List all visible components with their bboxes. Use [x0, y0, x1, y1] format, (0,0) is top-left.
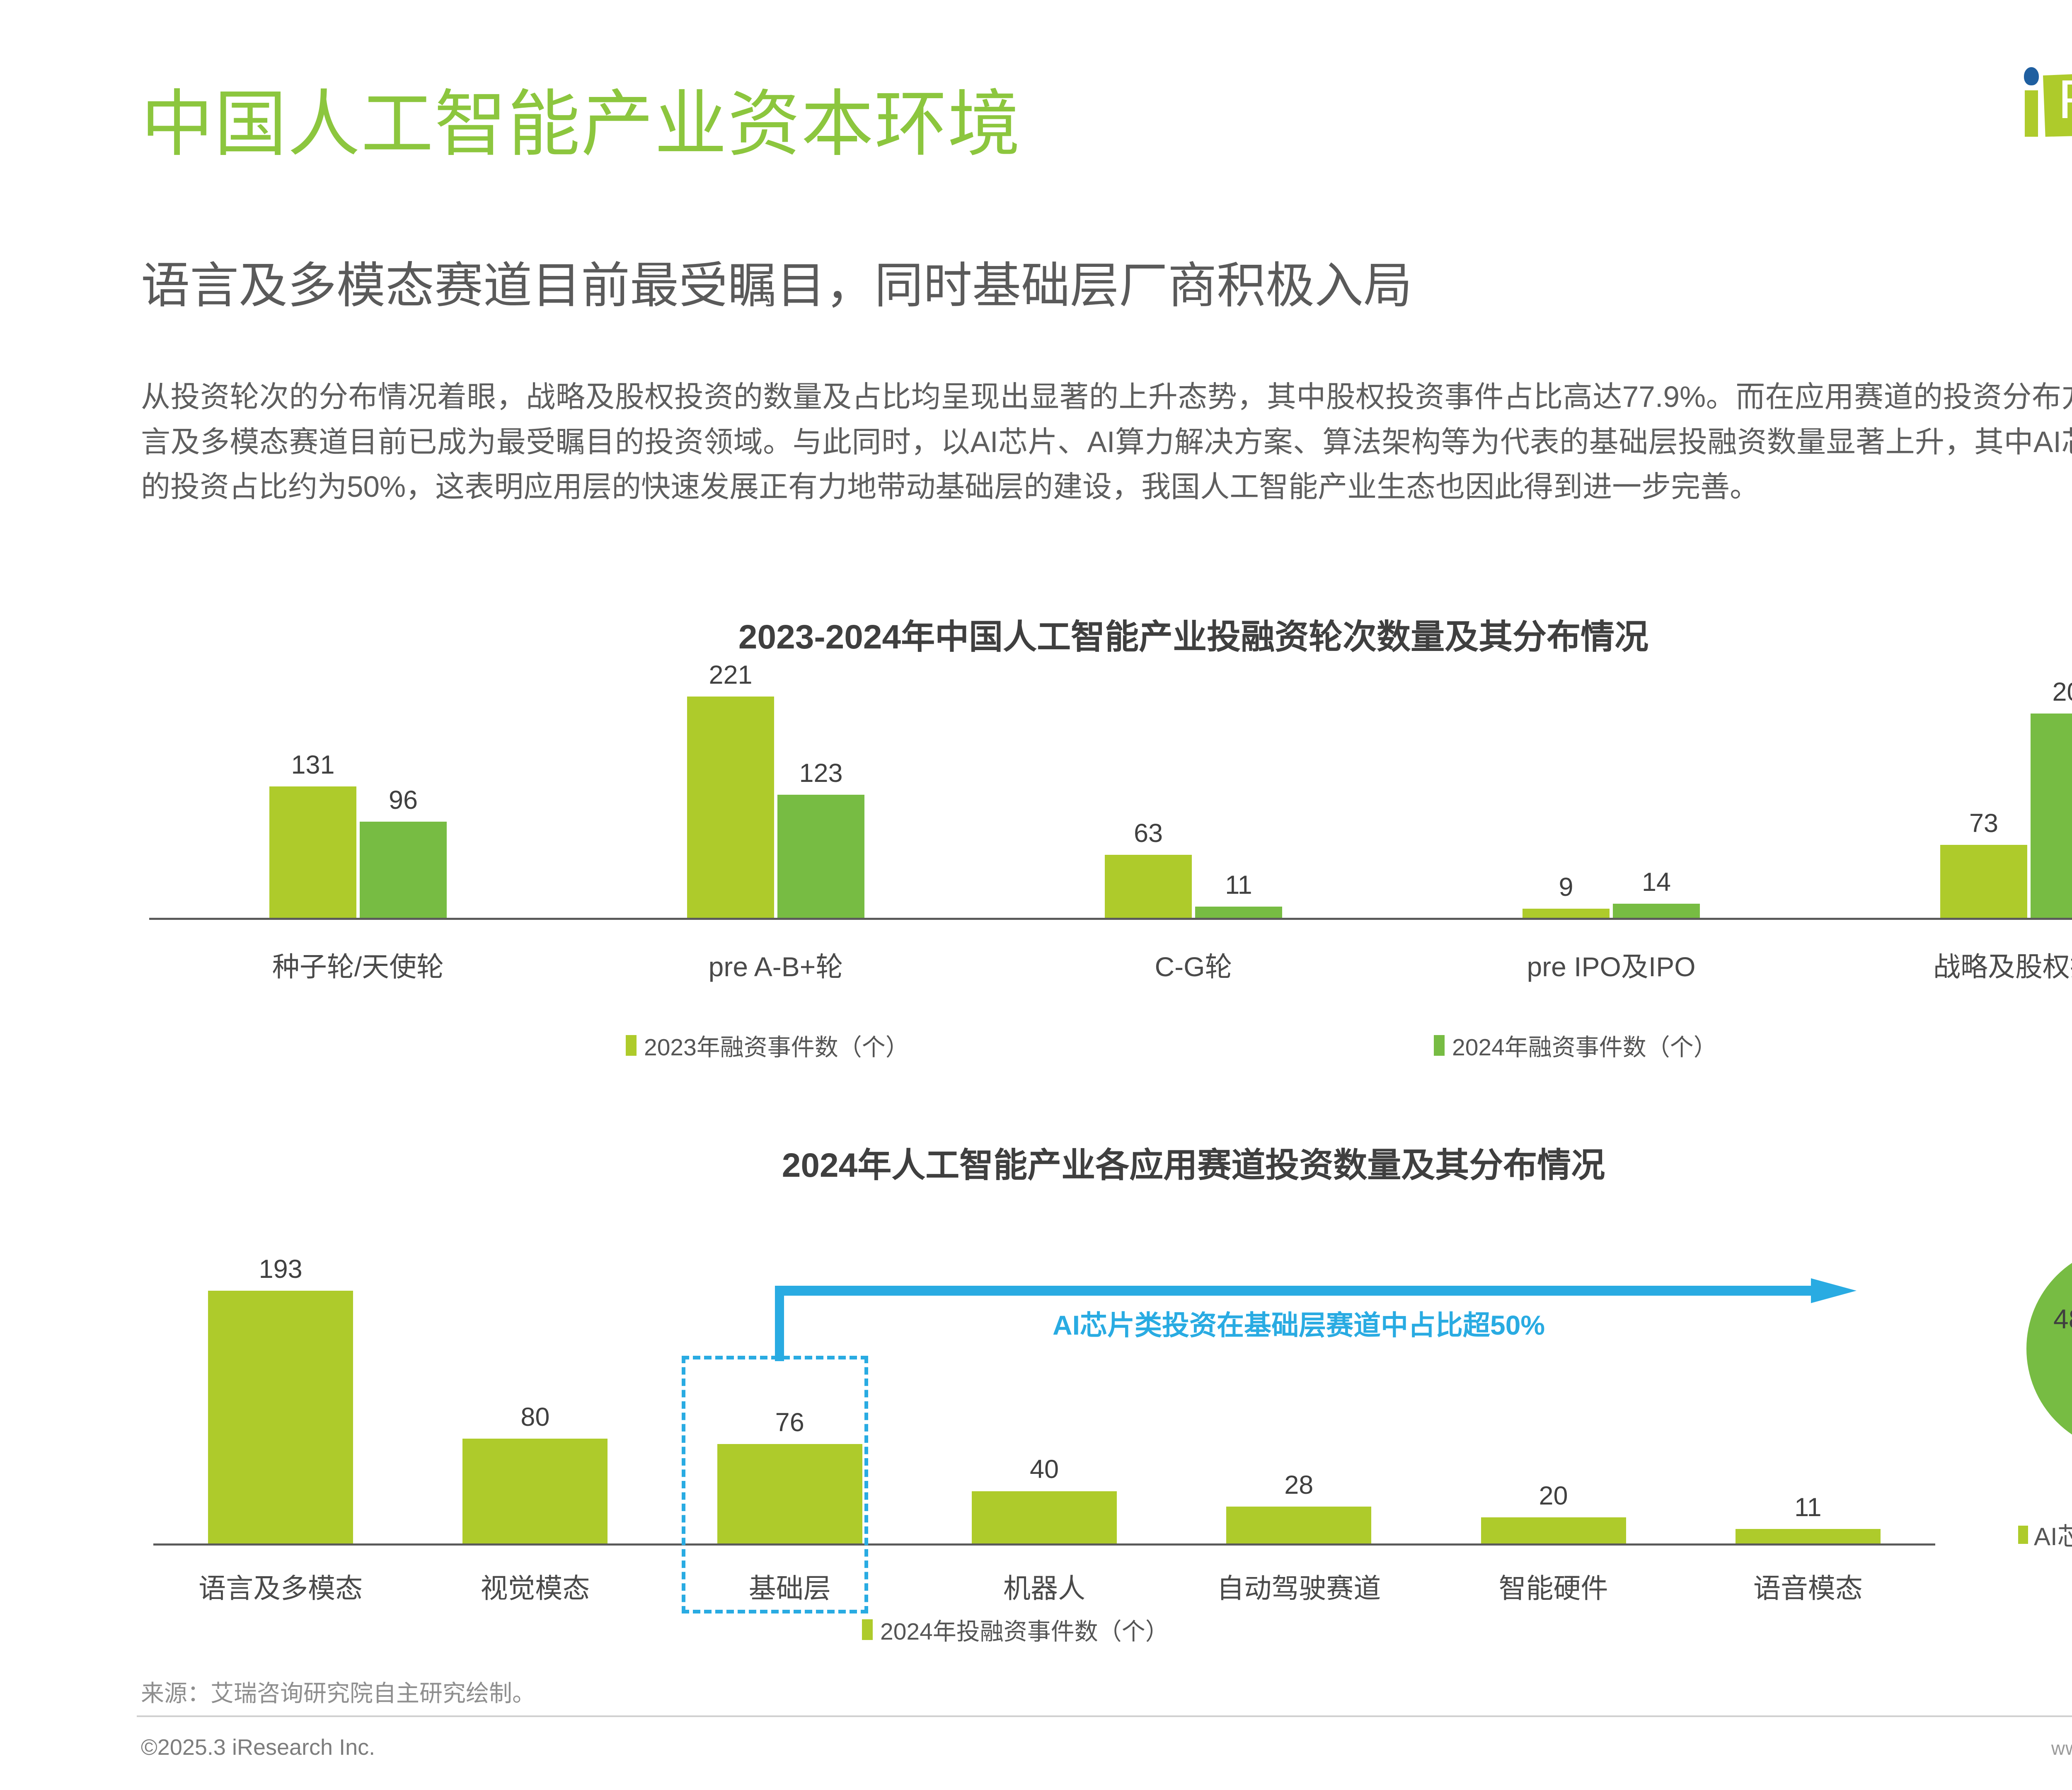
chart2-title: 2024年人工智能产业各应用赛道投资数量及其分布情况	[782, 1147, 1605, 1184]
logo-wordmark: Research	[2058, 72, 2072, 127]
chart1-bar-value: 221	[709, 660, 753, 689]
chart2-bar-value: 20	[1539, 1481, 1568, 1510]
chart2-bar	[208, 1290, 353, 1543]
chart2-bar-value: 11	[1794, 1493, 1822, 1522]
chart2-axis	[153, 1543, 1935, 1546]
chart1-legend-2023: 2023年融资事件数（个）	[626, 1028, 909, 1062]
chart1-bar-value: 14	[1641, 868, 1671, 897]
chart1-bar-value: 204	[2052, 677, 2072, 706]
chart1-category-label: C-G轮	[1155, 951, 1232, 982]
chart1-bar-value: 123	[799, 758, 843, 788]
chart2-category-label: 语音模态	[1753, 1573, 1863, 1604]
copyright-text: ©2025.3 iResearch Inc.	[141, 1735, 375, 1760]
legend-label-2024-invest: 2024年投融资事件数（个）	[880, 1618, 1169, 1645]
chart1-bar	[1940, 844, 2027, 918]
chart2-category-label: 视觉模态	[480, 1573, 590, 1604]
chart1-bar	[1613, 904, 1700, 918]
source-note: 来源：艾瑞咨询研究院自主研究绘制。	[141, 1680, 535, 1706]
chart1-category-label: pre A-B+轮	[708, 951, 843, 982]
chart2-bar	[1226, 1507, 1372, 1543]
chart2-category-label: 语言及多模态	[198, 1573, 363, 1604]
body-paragraph: 从投资轮次的分布情况着眼，战略及股权投资的数量及占比均呈现出显著的上升态势，其中…	[141, 381, 2072, 504]
chart1-bar-value: 9	[1559, 873, 1573, 902]
pie-chart	[2026, 1245, 2072, 1452]
chart2-category-label: 智能硬件	[1498, 1573, 1608, 1604]
chart2-legend: 2024年投融资事件数（个）	[862, 1613, 1169, 1647]
chart1-bar-value: 73	[1969, 808, 1999, 838]
chart2-bar-value: 80	[520, 1402, 550, 1432]
chart2-bar-value: 40	[1029, 1455, 1059, 1484]
chart1-bar	[777, 794, 864, 918]
legend-swatch-2023	[626, 1035, 637, 1056]
chart1-bar	[1523, 909, 1610, 918]
chart1-bar-value: 11	[1225, 871, 1252, 900]
chart2-category-label: 自动驾驶赛道	[1217, 1573, 1381, 1604]
chart1-bar	[687, 696, 774, 918]
logo-quad-shape	[2043, 65, 2072, 137]
legend-label-2023: 2023年融资事件数（个）	[644, 1034, 909, 1061]
pie-percent-other: 48.7%	[2053, 1304, 2072, 1334]
chart2-category-label: 基础层	[748, 1573, 831, 1604]
chart2-bar	[1735, 1529, 1881, 1543]
chart1-category-label: 战略及股权投资	[1933, 951, 2072, 982]
chart1-bar	[1105, 854, 1192, 918]
chart1-bar	[360, 822, 447, 918]
chart2-bar	[972, 1491, 1117, 1543]
legend-swatch-2024-invest	[862, 1619, 873, 1640]
pie-disc	[2026, 1245, 2072, 1452]
chart1-category-label: 种子轮/天使轮	[272, 951, 444, 982]
pie-legend-label-ai-chip: AI芯片	[2034, 1523, 2072, 1551]
chart2-bar	[717, 1444, 862, 1543]
chart2-annotation: AI芯片类投资在基础层赛道中占比超50%	[1053, 1310, 1545, 1340]
chart1-legend-2024: 2024年融资事件数（个）	[1434, 1028, 1717, 1062]
pie-legend: AI芯片 其他	[2018, 1517, 2072, 1553]
chart2-bar-value: 193	[259, 1254, 303, 1284]
highlight-box-basic-layer	[682, 1356, 868, 1613]
logo-chinese-name: 艾瑞咨询	[2018, 151, 2072, 189]
logo-mark: Research	[2018, 58, 2072, 145]
pie-legend-swatch-ai-chip	[2018, 1525, 2028, 1544]
chart2-bar-value: 76	[775, 1408, 804, 1437]
chart1-bar	[1195, 907, 1282, 918]
chart1-bar	[269, 786, 356, 918]
legend-label-2024: 2024年融资事件数（个）	[1452, 1034, 1717, 1061]
chart2-category-label: 机器人	[1003, 1573, 1085, 1604]
chart2-bar-value: 28	[1284, 1471, 1314, 1500]
iresearch-logo: Research 艾瑞咨询	[2018, 58, 2072, 189]
chart2-bar	[1481, 1517, 1626, 1543]
website-url[interactable]: www.iresearch.com.cn	[2051, 1737, 2072, 1759]
chart1-bar	[2031, 714, 2072, 918]
footer-divider	[137, 1715, 2072, 1717]
chart1-bar-value: 96	[388, 786, 418, 815]
chart1-bar-value: 131	[291, 750, 335, 780]
logo-i-stem-icon	[2025, 90, 2038, 137]
chart1-plot	[149, 671, 2072, 920]
chart1-category-label: pre IPO及IPO	[1527, 951, 1696, 982]
logo-i-dot-icon	[2024, 67, 2039, 85]
legend-swatch-2024	[1434, 1035, 1445, 1056]
chart2-bar	[462, 1438, 608, 1543]
chart2-plot	[153, 1255, 1935, 1546]
chart1-bar-value: 63	[1133, 818, 1163, 848]
chart1-axis	[149, 918, 2072, 920]
chart1-title: 2023-2024年中国人工智能产业投融资轮次数量及其分布情况	[738, 618, 1649, 656]
pie-legend-item-ai-chip: AI芯片	[2018, 1517, 2072, 1553]
page-title: 中国人工智能产业资本环境	[141, 84, 1021, 165]
callout-arrow-icon	[775, 1278, 1857, 1361]
page-subtitle: 语言及多模态赛道目前最受瞩目，同时基础层厂商积极入局	[141, 259, 1413, 313]
